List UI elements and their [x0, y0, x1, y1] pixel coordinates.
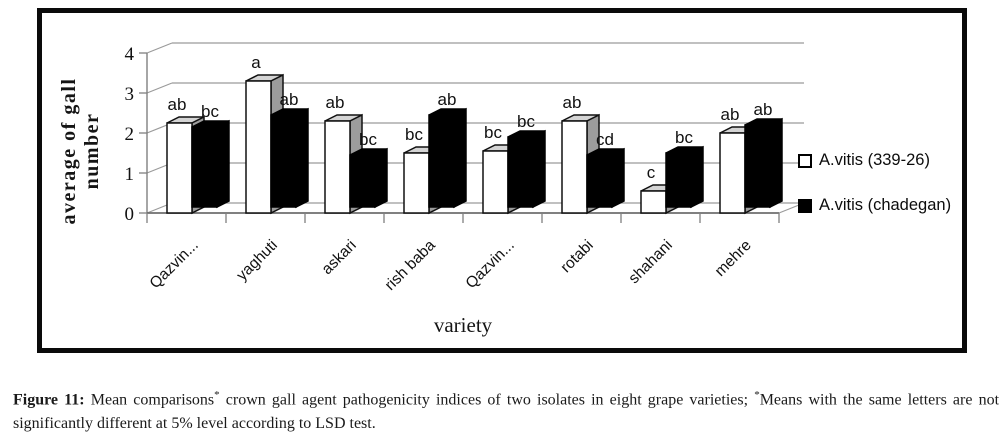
sig-letter-series1: ab: [326, 93, 345, 112]
bar-series1: [482, 150, 509, 214]
legend-label: A.vitis (chadegan): [819, 196, 952, 214]
caption-asterisk: *: [214, 389, 220, 401]
legend-item-series1: A.vitis (339-26): [798, 151, 930, 170]
legend-swatch-white: [798, 153, 812, 168]
sig-letter-series2: ab: [754, 100, 773, 119]
sig-letter-series1: c: [647, 163, 656, 182]
bar-series1: [403, 152, 430, 214]
bar-series2: [586, 154, 613, 208]
y-tick-label: 0: [125, 204, 135, 225]
bar-series2: [349, 154, 376, 208]
bar-series2: [270, 114, 297, 208]
bar-side-face: [769, 117, 783, 209]
x-category-label: rish baba: [382, 237, 439, 294]
x-category-label: Qazvin...: [463, 237, 518, 292]
bar-series1: [324, 120, 351, 214]
x-category-label: mehre: [712, 237, 755, 280]
legend-swatch-black: [798, 198, 812, 213]
bar-side-face: [611, 147, 625, 209]
bar-side-face: [690, 145, 704, 209]
sig-letter-series1: bc: [405, 125, 423, 144]
bar-series1: [640, 190, 667, 214]
x-axis-title: variety: [433, 313, 493, 337]
sig-letter-series2: ab: [438, 90, 457, 109]
x-category-label: yaghuti: [233, 237, 280, 284]
y-tick-label: 4: [125, 44, 135, 65]
grid-connector: [146, 82, 173, 94]
bar-series1: [245, 80, 272, 214]
sig-letter-series1: ab: [721, 105, 740, 124]
sig-letter-series2: cd: [596, 130, 614, 149]
bar-side-face: [453, 107, 467, 209]
bar-series2: [507, 136, 534, 208]
sig-letter-series2: bc: [201, 102, 219, 121]
sig-letter-series2: bc: [675, 128, 693, 147]
bar-side-face: [216, 119, 230, 209]
sig-letter-series2: bc: [517, 112, 535, 131]
x-category-label: Qazvin...: [147, 237, 202, 292]
legend-item-series2: A.vitis (chadegan): [798, 196, 951, 215]
bar-side-face: [374, 147, 388, 209]
bar-series1: [719, 132, 746, 214]
bar-series1: [561, 120, 588, 214]
legend-label: A.vitis (339-26): [819, 151, 930, 169]
bar-series1: [166, 122, 193, 214]
figure-caption: Figure 11: Mean comparisons* crown gall …: [13, 389, 1000, 432]
y-tick-label: 3: [125, 84, 135, 105]
grid-connector: [146, 42, 173, 54]
sig-letter-series1: ab: [563, 93, 582, 112]
sig-letter-series1: a: [251, 53, 261, 72]
bar-series2: [428, 114, 455, 208]
bar-series2: [744, 124, 771, 208]
sig-letter-series2: bc: [359, 130, 377, 149]
bar-side-face: [532, 129, 546, 209]
caption-asterisk: *: [754, 389, 760, 401]
x-category-label: askari: [319, 237, 360, 278]
x-category-label: shahani: [625, 237, 675, 287]
x-category-label: rotabi: [557, 237, 596, 276]
sig-letter-series1: bc: [484, 123, 502, 142]
y-axis-title: average of gall number: [58, 77, 103, 225]
caption-label: Figure 11:: [13, 391, 85, 409]
bar-series2: [191, 126, 218, 208]
sig-letter-series2: ab: [280, 90, 299, 109]
y-tick-label: 1: [125, 164, 135, 185]
y-tick-label: 2: [125, 124, 135, 145]
bar-side-face: [295, 107, 309, 209]
bar-series2: [665, 152, 692, 208]
sig-letter-series1: ab: [168, 95, 187, 114]
